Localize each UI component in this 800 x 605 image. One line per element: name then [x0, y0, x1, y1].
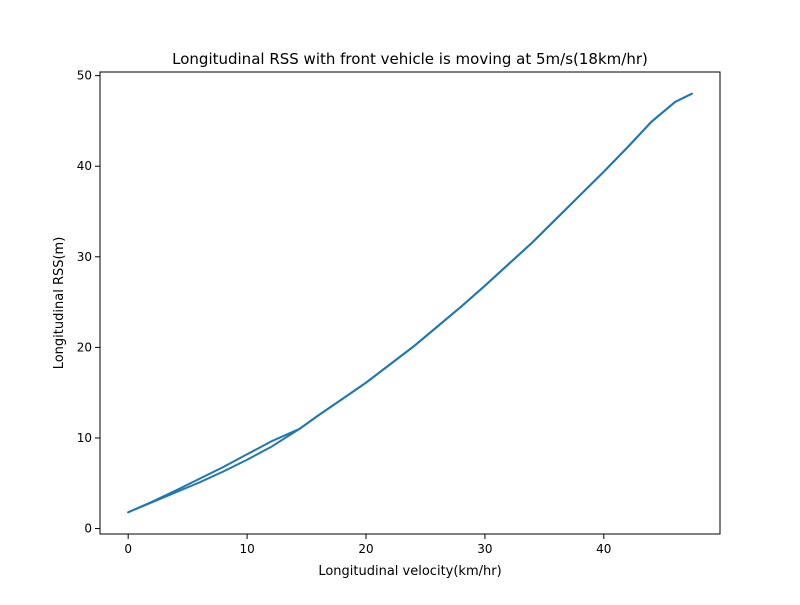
- x-tick-label: 30: [477, 542, 492, 556]
- y-axis-label: Longitudinal RSS(m): [52, 237, 67, 370]
- y-tick-label: 40: [77, 159, 92, 173]
- y-tick-label: 0: [84, 522, 92, 536]
- axes-frame: [99, 71, 721, 535]
- y-tick-label: 50: [77, 69, 92, 83]
- plot-area: [127, 92, 693, 514]
- x-tick-label: 10: [239, 542, 254, 556]
- axis-ticks: 0 10 20 30 40 0 10 20 30 40 50: [77, 69, 612, 556]
- y-tick-label: 20: [77, 340, 92, 354]
- x-axis-label: Longitudinal velocity(km/hr): [318, 564, 501, 579]
- x-tick-label: 20: [358, 542, 373, 556]
- series-line: [127, 92, 693, 514]
- y-tick-label: 10: [77, 431, 92, 445]
- x-tick-label: 40: [596, 542, 611, 556]
- y-tick-label: 30: [77, 250, 92, 264]
- chart-title: Longitudinal RSS with front vehicle is m…: [172, 50, 648, 68]
- x-tick-label: 0: [124, 542, 132, 556]
- series-line: [127, 92, 693, 514]
